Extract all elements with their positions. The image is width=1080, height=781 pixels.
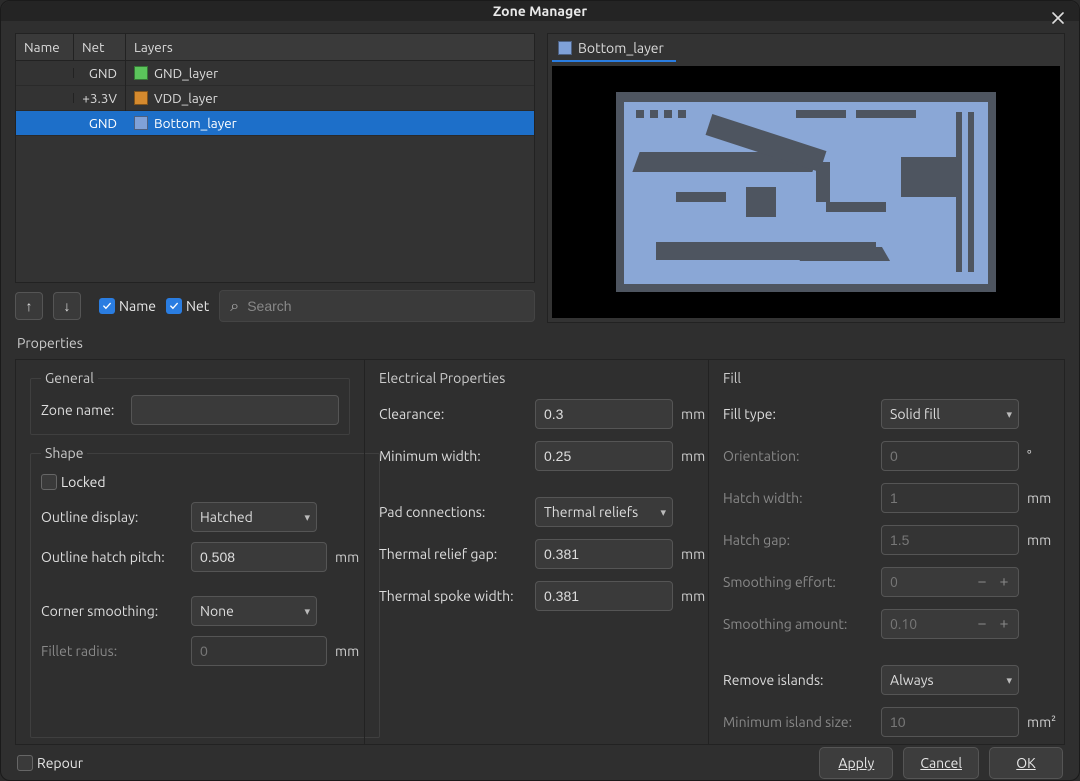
cell-name — [16, 93, 74, 103]
corner-smoothing-select[interactable]: None ▾ — [191, 596, 317, 626]
col-header-name[interactable]: Name — [16, 34, 74, 60]
chevron-down-icon: ▾ — [1006, 408, 1012, 421]
layer-swatch — [558, 41, 572, 55]
chevron-down-icon: ▾ — [304, 605, 310, 618]
preview-canvas[interactable] — [552, 66, 1060, 318]
fillet-radius-input — [191, 636, 327, 666]
move-up-button[interactable]: ↑ — [15, 292, 43, 320]
preview-tab[interactable]: Bottom_layer — [548, 34, 1064, 60]
arrow-down-icon: ↓ — [64, 298, 71, 314]
table-row[interactable]: GNDBottom_layer — [16, 111, 534, 136]
checkbox-empty-icon: ✓ — [41, 474, 57, 490]
checkbox-checked-icon: ✓ — [166, 298, 182, 314]
smoothing-effort-spinner: 0 −+ — [881, 567, 1019, 597]
cell-net: GND — [74, 110, 126, 136]
cell-net: GND — [74, 60, 126, 86]
table-row[interactable]: +3.3VVDD_layer — [16, 86, 534, 111]
cell-layer: Bottom_layer — [126, 110, 534, 136]
fill-type-select[interactable]: Solid fill ▾ — [881, 399, 1019, 429]
cancel-button[interactable]: Cancel — [903, 747, 979, 779]
minus-icon: − — [972, 613, 992, 635]
hatch-width-input — [881, 483, 1019, 513]
orientation-input — [881, 441, 1019, 471]
arrow-up-icon: ↑ — [26, 298, 33, 314]
table-row[interactable]: GNDGND_layer — [16, 61, 534, 86]
minus-icon: − — [972, 571, 992, 593]
chevron-down-icon: ▾ — [660, 506, 666, 519]
tab-underline — [552, 60, 676, 62]
titlebar: Zone Manager — [1, 1, 1079, 21]
checkbox-empty-icon: ✓ — [17, 755, 33, 771]
outline-hatch-pitch-input[interactable] — [191, 542, 327, 572]
layer-color-swatch — [134, 66, 148, 80]
chevron-down-icon: ▾ — [304, 511, 310, 524]
cell-layer: VDD_layer — [126, 85, 534, 111]
close-icon — [1052, 12, 1064, 24]
col-header-layers[interactable]: Layers — [126, 34, 534, 60]
remove-islands-select[interactable]: Always ▾ — [881, 665, 1019, 695]
close-button[interactable] — [1047, 7, 1069, 29]
thermal-gap-input[interactable] — [535, 539, 673, 569]
checkbox-checked-icon: ✓ — [99, 298, 115, 314]
locked-checkbox[interactable]: ✓ Locked — [41, 474, 106, 490]
cell-layer: GND_layer — [126, 60, 534, 86]
preview-tab-label: Bottom_layer — [578, 40, 664, 56]
apply-button[interactable]: Apply — [819, 747, 893, 779]
preview-panel: Bottom_layer — [547, 33, 1065, 323]
thermal-spoke-input[interactable] — [535, 581, 673, 611]
repour-checkbox[interactable]: ✓ Repour — [17, 755, 83, 771]
window-title: Zone Manager — [493, 3, 587, 19]
search-box[interactable]: ⌕ — [219, 290, 535, 322]
zone-table: Name Net Layers GNDGND_layer+3.3VVDD_lay… — [15, 33, 535, 283]
pcb-preview — [616, 92, 996, 292]
clearance-input[interactable] — [535, 399, 673, 429]
outline-display-select[interactable]: Hatched ▾ — [191, 502, 317, 532]
zone-table-header: Name Net Layers — [16, 34, 534, 61]
move-down-button[interactable]: ↓ — [53, 292, 81, 320]
ok-button[interactable]: OK — [989, 747, 1063, 779]
plus-icon: + — [994, 613, 1014, 635]
cell-name — [16, 118, 74, 128]
col-header-net[interactable]: Net — [74, 34, 126, 60]
shape-group: Shape ✓ Locked Outline display: Hatched … — [30, 445, 380, 738]
zone-name-label: Zone name: — [41, 402, 123, 418]
general-group: General Zone name: — [30, 370, 350, 435]
plus-icon: + — [994, 571, 1014, 593]
layer-color-swatch — [134, 116, 148, 130]
min-width-input[interactable] — [535, 441, 673, 471]
layer-color-swatch — [134, 91, 148, 105]
properties-label: Properties — [15, 331, 1065, 351]
search-input[interactable] — [247, 298, 524, 314]
min-island-input — [881, 707, 1019, 737]
check-net[interactable]: ✓ Net — [166, 298, 209, 314]
hatch-gap-input — [881, 525, 1019, 555]
smoothing-amount-spinner: 0.10 −+ — [881, 609, 1019, 639]
cell-net: +3.3V — [74, 85, 126, 111]
zone-name-input[interactable] — [131, 395, 339, 425]
chevron-down-icon: ▾ — [1006, 674, 1012, 687]
search-icon: ⌕ — [230, 297, 239, 316]
pad-connections-select[interactable]: Thermal reliefs ▾ — [535, 497, 673, 527]
zone-manager-window: Zone Manager Name Net Layers GNDGND_laye… — [0, 0, 1080, 781]
cell-name — [16, 68, 74, 78]
check-name[interactable]: ✓ Name — [99, 298, 156, 314]
